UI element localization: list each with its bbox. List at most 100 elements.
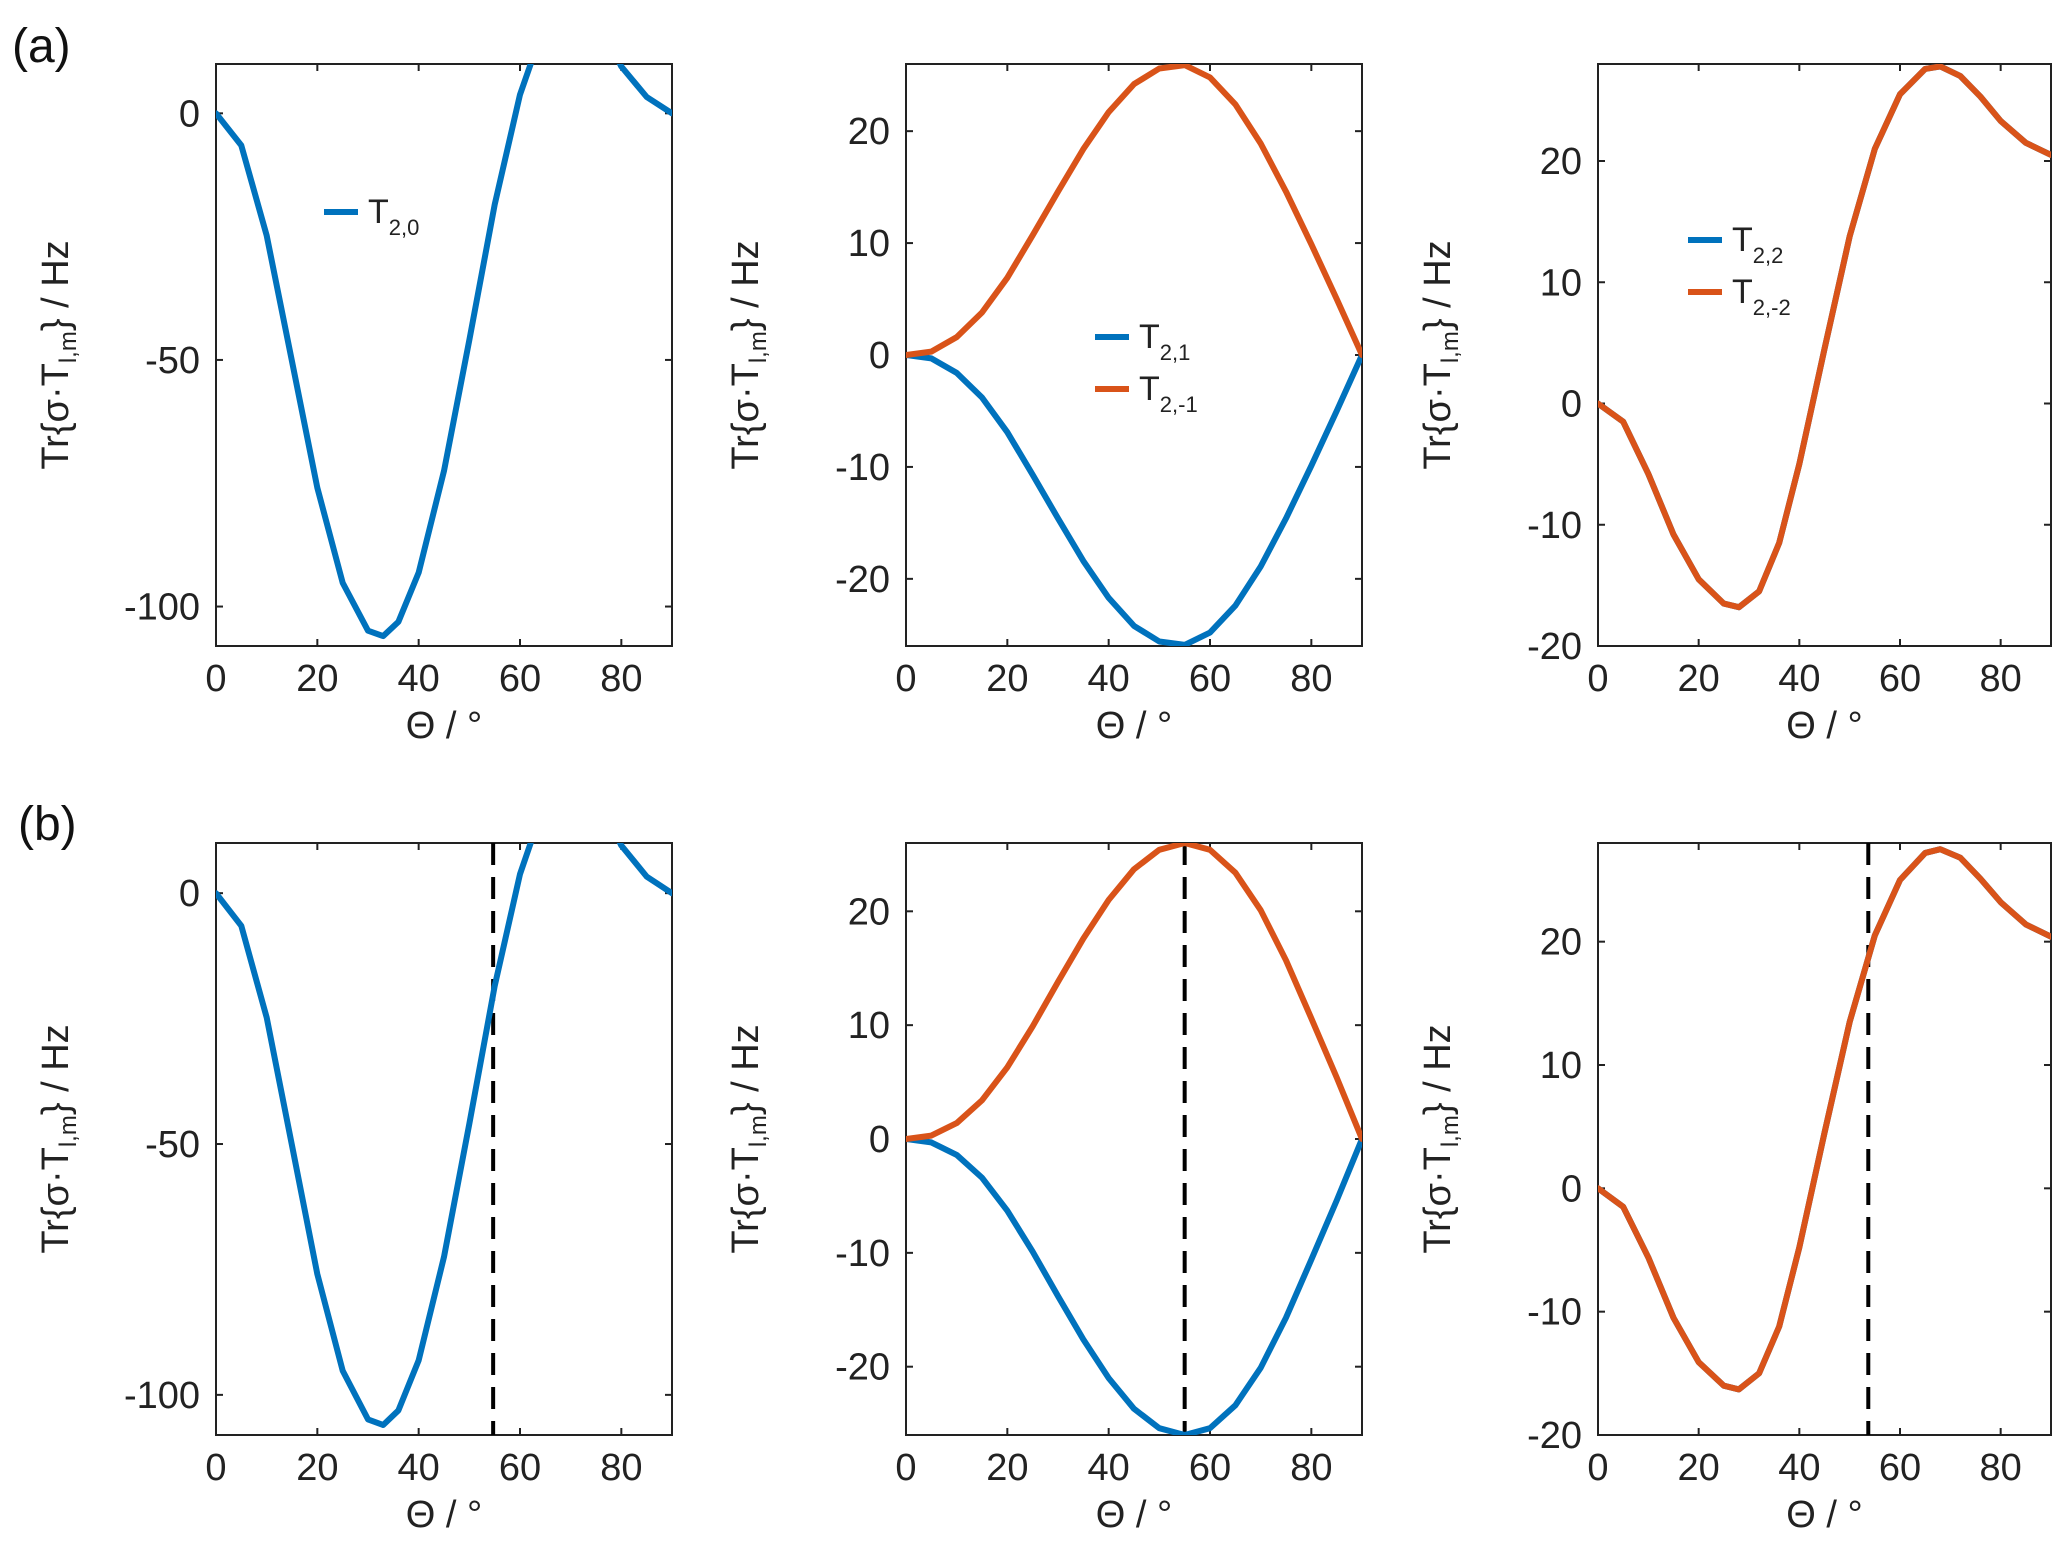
series-line-2,1 [906, 1136, 1362, 1435]
y-tick-label: -10 [1527, 1292, 1582, 1334]
x-tick-label: 80 [1290, 658, 1332, 700]
series-line-2,-1 [906, 843, 1362, 1142]
x-tick-label: 60 [1879, 1447, 1921, 1489]
panel-label-b: (b) [18, 798, 77, 851]
x-tick-label: 60 [1189, 1447, 1231, 1489]
series-line-2,0 [216, 64, 672, 640]
x-tick-label: 60 [1879, 658, 1921, 700]
x-tick-label: 80 [600, 1447, 642, 1489]
x-tick-label: 40 [1778, 658, 1820, 700]
series-line-2,0 [216, 843, 672, 1428]
y-axis-label: Tr{σ·Tl,m} / Hz [1417, 1024, 1464, 1253]
axes-frame [905, 63, 1363, 647]
x-axis-label: Θ / ° [1786, 1494, 1862, 1536]
x-tick-label: 40 [1088, 658, 1130, 700]
y-tick-label: -10 [1527, 505, 1582, 547]
x-tick-label: 80 [600, 658, 642, 700]
x-tick-label: 0 [895, 658, 916, 700]
chart-b2: 0 20 40 60 80 -20 -10 0 10 20 Θ / ° Tr{σ·Tl,m} / Hz [725, 842, 1363, 1536]
chart-a3: 0 20 40 60 80 -20 -10 0 10 20 Θ / ° Tr{σ·Tl,m} / Hz… [1417, 63, 2052, 747]
y-tick-label: 10 [1540, 1045, 1582, 1087]
y-tick-label: -50 [145, 340, 200, 382]
y-tick-label: 10 [848, 1005, 890, 1047]
y-tick-label: 0 [869, 335, 890, 377]
y-tick-label: -20 [835, 1347, 890, 1389]
x-tick-label: 40 [1778, 1447, 1820, 1489]
legend-label: T2,2 [1732, 221, 1783, 268]
x-tick-label: 0 [205, 1447, 226, 1489]
y-tick-label: 0 [179, 873, 200, 915]
legend: T2,1 T2,-1 [1095, 318, 1198, 417]
y-tick-label: -20 [1527, 626, 1582, 668]
x-tick-label: 20 [296, 1447, 338, 1489]
y-tick-label: 20 [1540, 141, 1582, 183]
y-tick-label: -100 [124, 587, 200, 629]
y-tick-label: 20 [848, 111, 890, 153]
x-tick-label: 80 [1980, 1447, 2022, 1489]
x-tick-label: 20 [1678, 658, 1720, 700]
y-axis-label: Tr{σ·Tl,m} / Hz [725, 1024, 772, 1253]
axes-frame [215, 842, 673, 1436]
y-tick-label: -50 [145, 1124, 200, 1166]
legend-label: T2,-2 [1732, 273, 1791, 320]
x-axis-label: Θ / ° [406, 705, 482, 747]
x-tick-label: 0 [1587, 658, 1608, 700]
y-tick-label: 0 [179, 93, 200, 135]
x-tick-label: 0 [205, 658, 226, 700]
series-line-2,-2 [1598, 64, 2051, 611]
y-tick-label: 20 [1540, 922, 1582, 964]
legend-label: T2,-1 [1139, 370, 1198, 417]
series-line-2,1 [906, 352, 1362, 646]
x-tick-label: 20 [986, 658, 1028, 700]
x-axis-label: Θ / ° [1786, 705, 1862, 747]
x-tick-label: 40 [398, 658, 440, 700]
x-tick-label: 60 [499, 1447, 541, 1489]
y-tick-label: -10 [835, 1233, 890, 1275]
y-axis-label: Tr{σ·Tl,m} / Hz [725, 240, 772, 469]
series-line-2,-1 [906, 64, 1362, 358]
axes-frame [215, 63, 673, 647]
x-axis-label: Θ / ° [1096, 705, 1172, 747]
y-tick-label: -10 [835, 447, 890, 489]
x-tick-label: 60 [1189, 658, 1231, 700]
legend-label: T2,0 [368, 193, 419, 240]
y-tick-label: 10 [848, 223, 890, 265]
x-tick-label: 80 [1290, 1447, 1332, 1489]
chart-a2: 0 20 40 60 80 -20 -10 0 10 20 Θ / ° Tr{σ·Tl,m} / Hz… [725, 63, 1363, 747]
y-axis-label: Tr{σ·Tl,m} / Hz [1417, 240, 1464, 469]
x-tick-label: 80 [1980, 658, 2022, 700]
y-tick-label: 10 [1540, 262, 1582, 304]
x-tick-label: 20 [296, 658, 338, 700]
x-tick-label: 20 [1678, 1447, 1720, 1489]
legend-label: T2,1 [1139, 318, 1190, 365]
x-tick-label: 40 [398, 1447, 440, 1489]
axes-frame [1597, 63, 2052, 647]
chart-a1: 0 20 40 60 80 -100 -50 0 Θ / ° Tr{σ·Tl,m} / Hz T2,… [35, 63, 673, 747]
chart-b3: 0 20 40 60 80 -20 -10 0 10 20 Θ / ° Tr{σ·Tl,m} / Hz [1417, 842, 2052, 1536]
x-axis-label: Θ / ° [1096, 1494, 1172, 1536]
x-tick-label: 0 [1587, 1447, 1608, 1489]
y-tick-label: 0 [869, 1119, 890, 1161]
y-tick-label: -20 [835, 559, 890, 601]
series-line-2,-2 [1598, 846, 2051, 1393]
y-axis-label: Tr{σ·Tl,m} / Hz [35, 240, 82, 469]
y-tick-label: 0 [1561, 384, 1582, 426]
y-tick-label: 20 [848, 891, 890, 933]
y-axis-label: Tr{σ·Tl,m} / Hz [35, 1024, 82, 1253]
axes-frame [1597, 842, 2052, 1436]
x-tick-label: 60 [499, 658, 541, 700]
legend: T2,2 T2,-2 [1688, 221, 1791, 320]
y-tick-label: -100 [124, 1375, 200, 1417]
chart-b1: 0 20 40 60 80 -100 -50 0 Θ / ° Tr{σ·Tl,m} / Hz [35, 842, 673, 1536]
y-tick-label: -20 [1527, 1415, 1582, 1457]
x-tick-label: 0 [895, 1447, 916, 1489]
x-tick-label: 40 [1088, 1447, 1130, 1489]
panel-label-a: (a) [12, 20, 71, 73]
legend: T2,0 [324, 193, 419, 240]
y-tick-label: 0 [1561, 1168, 1582, 1210]
axes-frame [905, 842, 1363, 1436]
x-axis-label: Θ / ° [406, 1494, 482, 1536]
x-tick-label: 20 [986, 1447, 1028, 1489]
